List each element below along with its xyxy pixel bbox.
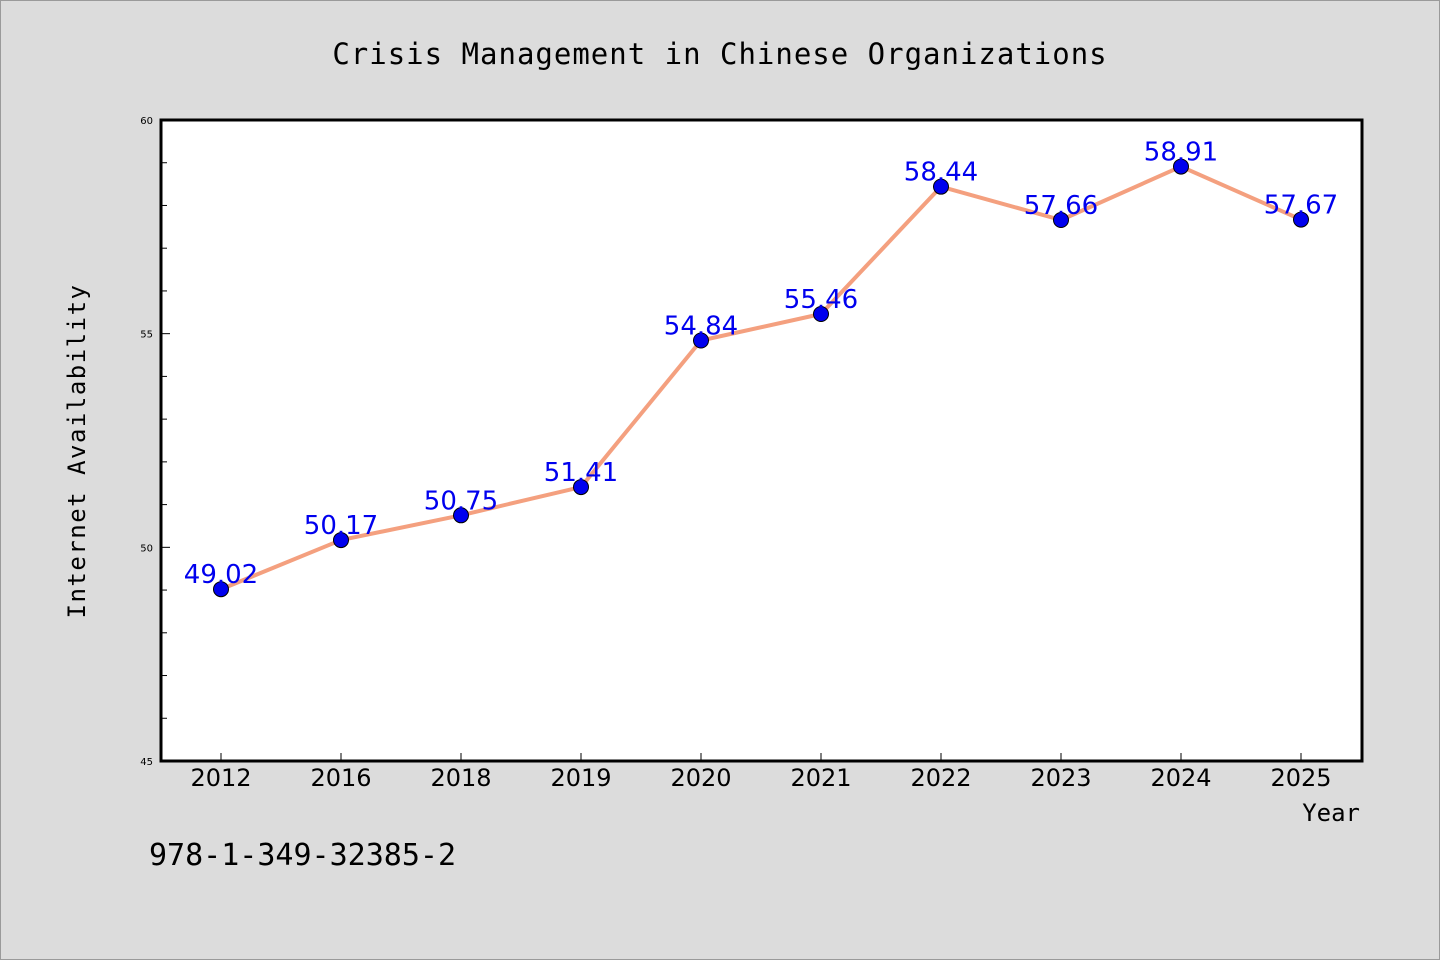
series-line (220, 164, 1302, 592)
data-label: 49.02 (184, 560, 258, 590)
x-tick-label: 2021 (790, 764, 851, 792)
data-label: 58.91 (1144, 138, 1218, 168)
plot-frame (159, 118, 1364, 763)
x-tick-label: 2019 (550, 764, 611, 792)
x-axis: 2012 2016 2018 2019 2020 2021 2022 2023 2024 2025 (190, 753, 1332, 792)
plot-area (161, 120, 1362, 761)
data-label: 57.67 (1264, 191, 1338, 221)
data-point (813, 306, 829, 323)
data-label: 55.46 (784, 285, 858, 315)
x-axis-label: Year (1302, 799, 1360, 827)
x-tick-label: 2018 (430, 764, 491, 792)
x-tick-label: 2012 (190, 764, 251, 792)
data-point (933, 178, 949, 195)
y-tick-label: 60 (140, 116, 153, 127)
data-point (573, 479, 589, 496)
data-point (693, 332, 709, 349)
x-tick-label: 2020 (670, 764, 731, 792)
x-tick-label: 2024 (1150, 764, 1211, 792)
x-tick-label: 2023 (1030, 764, 1091, 792)
y-axis-label: Internet Availability (63, 284, 91, 619)
data-label: 58.44 (904, 158, 978, 188)
data-label: 50.17 (304, 511, 378, 541)
data-label: 50.75 (424, 486, 498, 516)
y-tick-label: 50 (140, 543, 153, 554)
data-point (1173, 158, 1189, 175)
chart-title: Crisis Management in Chinese Organizatio… (332, 37, 1107, 71)
data-label: 57.66 (1024, 191, 1098, 221)
y-tick-label: 55 (140, 330, 153, 341)
data-point (213, 581, 229, 598)
data-point (453, 507, 469, 524)
series-layer: 49.02 50.17 50.75 51.41 54.84 55.46 58.44 57.66… (184, 138, 1338, 598)
data-point (1293, 211, 1309, 228)
data-label: 51.41 (544, 458, 618, 488)
y-tick-label: 45 (140, 757, 153, 768)
x-tick-label: 2022 (910, 764, 971, 792)
data-point (1053, 211, 1069, 228)
data-point (333, 532, 349, 549)
footer-code: 978-1-349-32385-2 (149, 838, 456, 873)
x-tick-label: 2025 (1270, 764, 1331, 792)
x-tick-label: 2016 (310, 764, 371, 792)
data-label: 54.84 (664, 312, 738, 342)
